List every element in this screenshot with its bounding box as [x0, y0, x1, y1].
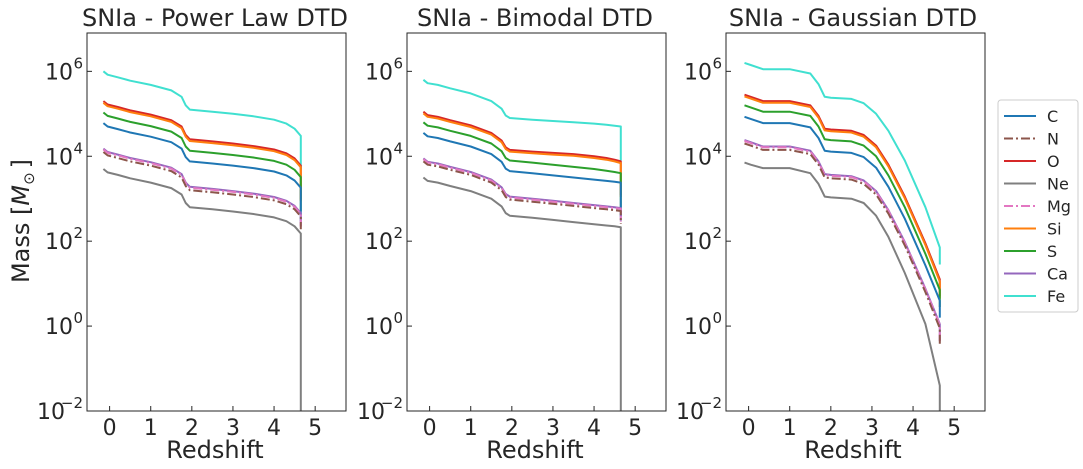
series-layer [422, 79, 622, 411]
series-line-si [422, 112, 622, 197]
x-tick-label: 4 [906, 416, 920, 441]
series-layer [102, 70, 302, 411]
series-line-fe [102, 70, 302, 170]
series-clip-group [744, 61, 941, 411]
legend-frame [997, 99, 1079, 313]
x-axis-label: Redshift [804, 436, 901, 464]
series-line-ne [744, 161, 941, 411]
series-layer [744, 61, 941, 411]
series-clip-group [102, 70, 302, 411]
series-line-mg [744, 140, 941, 342]
y-tick-label: 106 [45, 54, 83, 85]
y-axis-label: Mass [M⊙] [7, 159, 38, 283]
series-line-si [102, 102, 302, 202]
axes-layer: 0 1 2 3 4 5 10−2 100 102 104 106 [676, 32, 986, 441]
y-tick-label: 104 [45, 139, 83, 170]
series-line-n [422, 160, 622, 224]
series-clip-group [422, 79, 622, 411]
legend-label-mg: Mg [1047, 197, 1071, 216]
series-line-mg [422, 158, 622, 222]
y-tick-label: 100 [365, 309, 403, 340]
legend-label-c: C [1047, 107, 1058, 126]
series-line-fe [744, 61, 941, 265]
axes-layer: 0 1 2 3 4 5 10−2 100 102 104 106 [357, 32, 667, 441]
legend-label-fe: Fe [1047, 287, 1065, 306]
panel-bimodal: SNIa - Bimodal DTD 0 1 2 3 4 5 10−2 100 102 104 10… [357, 4, 667, 464]
series-line-s [422, 121, 622, 208]
series-line-s [744, 104, 941, 307]
legend-label-ne: Ne [1047, 175, 1069, 194]
y-tick-label: 106 [365, 54, 403, 85]
x-axis-label: Redshift [486, 436, 583, 464]
x-axis-label: Redshift [166, 436, 263, 464]
x-tick-label: 1 [464, 416, 478, 441]
series-line-o [102, 100, 302, 200]
plot-frame [86, 32, 347, 412]
x-tick-label: 2 [824, 416, 838, 441]
legend-label-si: Si [1047, 220, 1062, 239]
series-line-ne [422, 176, 622, 411]
panel-gaussian: SNIa - Gaussian DTD 0 1 2 3 4 5 10−2 100 102 104 1… [676, 4, 986, 464]
x-tick-label: 0 [742, 416, 756, 441]
legend-label-o: O [1047, 152, 1060, 171]
panel-power-law: SNIa - Power Law DTD 0 1 2 3 4 5 10−2 100 102 104… [37, 4, 348, 464]
series-line-c [422, 132, 622, 217]
x-tick-label: 3 [226, 416, 240, 441]
x-tick-label: 2 [505, 416, 519, 441]
panel-title: SNIa - Gaussian DTD [729, 4, 977, 32]
series-line-si [744, 95, 941, 299]
series-line-n [102, 151, 302, 230]
series-line-n [744, 142, 941, 346]
y-tick-label: 102 [45, 224, 83, 255]
y-tick-label: 10−2 [357, 394, 403, 425]
y-tick-label: 10−2 [37, 394, 83, 425]
plot-frame [406, 32, 667, 412]
legend-label-ca: Ca [1047, 265, 1068, 284]
x-tick-label: 3 [546, 416, 560, 441]
axes-layer: 0 1 2 3 4 5 10−2 100 102 104 106 [37, 32, 347, 441]
y-tick-label: 100 [45, 309, 83, 340]
x-tick-label: 2 [185, 416, 199, 441]
x-tick-label: 5 [308, 416, 322, 441]
y-tick-label: 102 [365, 224, 403, 255]
panel-title: SNIa - Power Law DTD [82, 4, 348, 32]
series-line-s [102, 111, 302, 211]
series-line-o [422, 110, 622, 196]
x-tick-label: 4 [587, 416, 601, 441]
y-tick-label: 100 [684, 309, 722, 340]
x-tick-label: 3 [865, 416, 879, 441]
x-tick-label: 5 [628, 416, 642, 441]
plot-frame [725, 32, 986, 412]
legend-label-n: N [1047, 130, 1059, 149]
x-tick-label: 1 [144, 416, 158, 441]
series-line-c [744, 115, 941, 318]
x-tick-label: 5 [947, 416, 961, 441]
y-tick-label: 102 [684, 224, 722, 255]
x-tick-label: 1 [783, 416, 797, 441]
y-tick-label: 104 [365, 139, 403, 170]
series-line-fe [422, 79, 622, 161]
series-line-ne [102, 168, 302, 411]
series-line-c [102, 122, 302, 222]
y-tick-label: 106 [684, 54, 722, 85]
x-tick-label: 4 [267, 416, 281, 441]
legend: CNO Ne Mg Si S Ca Fe [997, 99, 1079, 313]
panel-title: SNIa - Bimodal DTD [417, 4, 653, 32]
y-tick-label: 104 [684, 139, 722, 170]
series-line-mg [102, 148, 302, 227]
x-tick-label: 0 [423, 416, 437, 441]
legend-label-s: S [1047, 242, 1057, 261]
x-tick-label: 0 [103, 416, 117, 441]
y-tick-label: 10−2 [676, 394, 722, 425]
